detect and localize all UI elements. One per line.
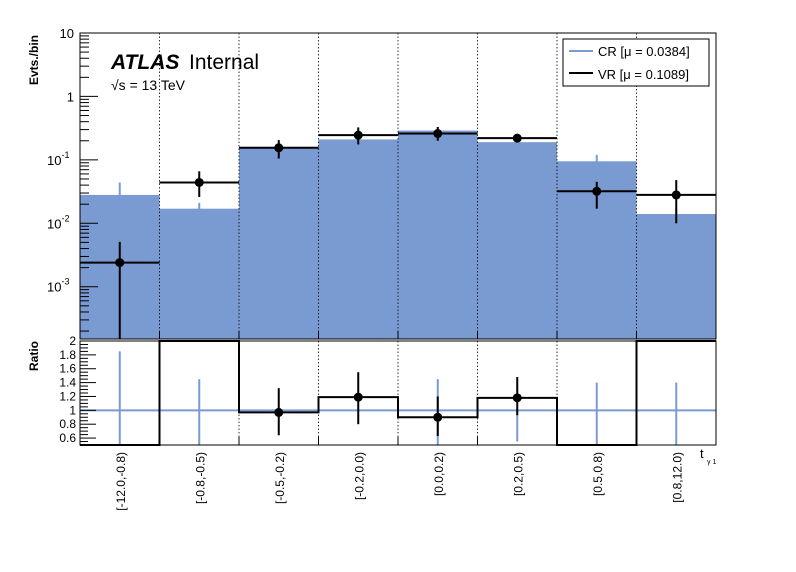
vr-point-7 — [671, 190, 681, 200]
ratio-tick-label-5: 1.6 — [59, 362, 76, 376]
legend-box — [562, 38, 710, 87]
ratio-axis-label: Ratio — [27, 341, 41, 371]
ratio-point-5 — [512, 393, 522, 403]
ratio-tick-label-3: 1.2 — [59, 389, 76, 403]
x-tick-label-3: [-0.2,0.0) — [352, 452, 366, 500]
x-tick-label-4: [0.0,0.2) — [432, 452, 446, 496]
vr-point-3 — [353, 130, 363, 140]
ratio-tick-label-7: 2 — [69, 334, 76, 348]
ratio-tick-label-0: 0.6 — [59, 431, 76, 445]
cr-bar-3 — [318, 139, 398, 339]
ratio-point-4 — [433, 412, 443, 422]
x-tick-label-5: [0.2,0.5) — [511, 452, 525, 496]
y-tick-label-4: 10 — [60, 26, 74, 41]
ratio-plot: 0.60.811.21.41.61.82 [-12.0,-0.8) [-0.8,-0… — [59, 334, 717, 511]
ratio-point-3 — [353, 392, 363, 402]
legend-cr-label: CR [μ = 0.0384] — [598, 44, 690, 59]
ratio-tick-label-1: 0.8 — [59, 417, 76, 431]
y-tick-label-0: 10-3 — [47, 277, 69, 295]
atlas-status: Internal — [189, 51, 259, 74]
x-axis-label-sub: γ 1 — [707, 459, 716, 466]
y-tick-label-3: 1 — [67, 89, 74, 104]
legend-vr-label: VR [μ = 0.1089] — [598, 67, 689, 82]
vr-point-1 — [194, 177, 204, 187]
ratio-point-2 — [274, 407, 284, 417]
cr-bar-4 — [398, 130, 478, 339]
x-axis-label: t — [700, 446, 704, 461]
cr-bar-5 — [477, 142, 557, 339]
atlas-label: ATLAS Internal √s = 13 TeV — [110, 51, 259, 93]
vr-point-4 — [433, 129, 443, 139]
cr-bar-7 — [636, 214, 716, 339]
ratio-tick-label-6: 1.8 — [59, 348, 76, 362]
ratio-tick-label-2: 1 — [69, 403, 76, 417]
x-axis-title: t γ 1 — [700, 446, 716, 466]
x-tick-label-6: [0.5,0.8) — [591, 452, 605, 496]
legend: CR [μ = 0.0384] VR [μ = 0.1089] — [562, 38, 710, 87]
main-plot: 10-3 10-2 10-1 1 10 — [47, 26, 717, 340]
cr-bar-2 — [239, 146, 319, 339]
x-tick-label-7: [0.8,12.0) — [670, 452, 684, 503]
cr-bar-1 — [159, 208, 239, 339]
vr-point-5 — [512, 133, 522, 143]
vr-point-0 — [115, 258, 125, 268]
vr-point-6 — [592, 186, 602, 196]
y-tick-label-2: 10-1 — [47, 150, 69, 168]
energy-label: √s = 13 TeV — [111, 77, 186, 93]
y-tick-label-1: 10-2 — [47, 213, 69, 231]
vr-point-2 — [274, 143, 284, 153]
y-axis-label: Evts./bin — [27, 35, 41, 85]
atlas-brand: ATLAS — [110, 51, 179, 74]
x-tick-label-1: [-0.8,-0.5) — [193, 452, 207, 504]
x-tick-label-0: [-12.0,-0.8) — [114, 452, 128, 511]
x-tick-label-2: [-0.5,-0.2) — [273, 452, 287, 504]
ratio-tick-label-4: 1.4 — [59, 376, 76, 390]
